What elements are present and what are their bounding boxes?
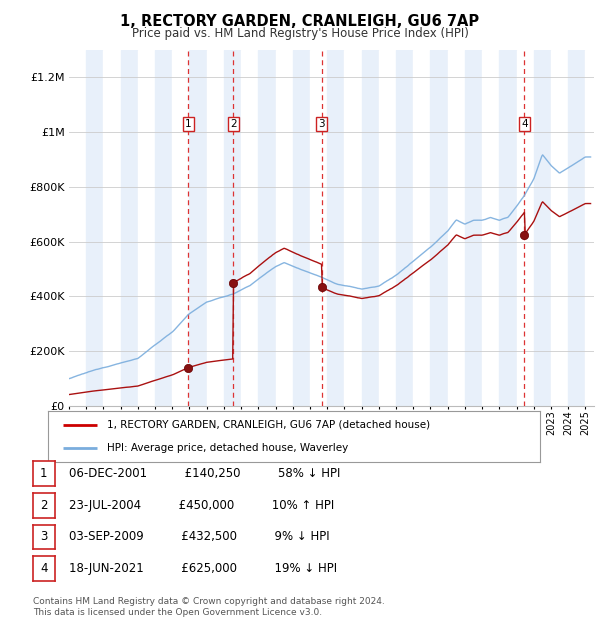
Text: 06-DEC-2001          £140,250          58% ↓ HPI: 06-DEC-2001 £140,250 58% ↓ HPI (69, 467, 340, 480)
Bar (517, 50, 534, 406)
Bar (465, 50, 482, 406)
Bar (207, 50, 224, 406)
Text: 2: 2 (40, 499, 47, 511)
Bar (275, 50, 293, 406)
Bar (293, 50, 310, 406)
Bar (413, 50, 430, 406)
Bar (448, 50, 465, 406)
Bar (379, 50, 396, 406)
Bar (482, 50, 499, 406)
Bar (327, 50, 344, 406)
Text: HPI: Average price, detached house, Waverley: HPI: Average price, detached house, Wave… (107, 443, 348, 453)
Bar (155, 50, 172, 406)
Bar (396, 50, 413, 406)
Bar (172, 50, 190, 406)
Bar (259, 50, 275, 406)
Text: 1: 1 (40, 467, 47, 480)
Text: 2: 2 (230, 119, 236, 129)
Bar (534, 50, 551, 406)
Text: 4: 4 (521, 119, 528, 129)
Bar (241, 50, 259, 406)
Bar (121, 50, 138, 406)
Bar (568, 50, 586, 406)
Bar (310, 50, 327, 406)
Text: 3: 3 (40, 531, 47, 543)
Bar (586, 50, 594, 406)
Text: 23-JUL-2004          £450,000          10% ↑ HPI: 23-JUL-2004 £450,000 10% ↑ HPI (69, 499, 334, 511)
Bar (344, 50, 362, 406)
Bar (138, 50, 155, 406)
Text: 1, RECTORY GARDEN, CRANLEIGH, GU6 7AP: 1, RECTORY GARDEN, CRANLEIGH, GU6 7AP (121, 14, 479, 29)
Text: Contains HM Land Registry data © Crown copyright and database right 2024.
This d: Contains HM Land Registry data © Crown c… (33, 598, 385, 617)
Bar (551, 50, 568, 406)
Bar (86, 50, 103, 406)
Text: Price paid vs. HM Land Registry's House Price Index (HPI): Price paid vs. HM Land Registry's House … (131, 27, 469, 40)
Bar (103, 50, 121, 406)
Bar (362, 50, 379, 406)
Text: 4: 4 (40, 562, 47, 575)
Text: 18-JUN-2021          £625,000          19% ↓ HPI: 18-JUN-2021 £625,000 19% ↓ HPI (69, 562, 337, 575)
Text: 1: 1 (185, 119, 191, 129)
Text: 3: 3 (318, 119, 325, 129)
Bar (499, 50, 517, 406)
Bar (190, 50, 207, 406)
Text: 03-SEP-2009          £432,500          9% ↓ HPI: 03-SEP-2009 £432,500 9% ↓ HPI (69, 531, 329, 543)
Bar (69, 50, 86, 406)
Text: 1, RECTORY GARDEN, CRANLEIGH, GU6 7AP (detached house): 1, RECTORY GARDEN, CRANLEIGH, GU6 7AP (d… (107, 420, 430, 430)
Bar (430, 50, 448, 406)
Bar (224, 50, 241, 406)
